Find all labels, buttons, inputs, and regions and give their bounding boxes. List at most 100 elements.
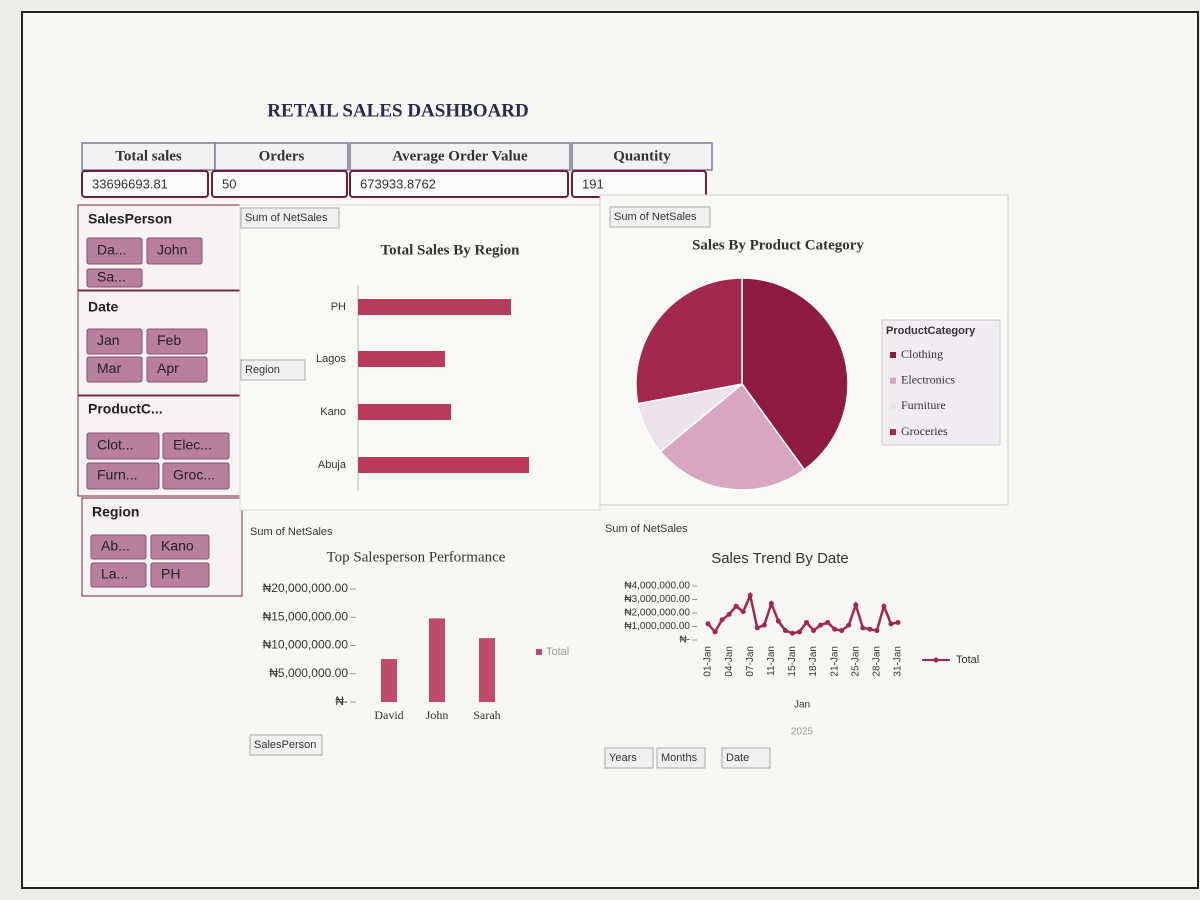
bar <box>358 457 529 473</box>
point-marker <box>895 619 901 625</box>
field-button[interactable] <box>240 359 306 381</box>
y-tick-label: ₦20,000,000.00 <box>263 581 349 595</box>
slicer-item[interactable]: Ab... <box>101 538 130 554</box>
point-marker <box>818 622 824 628</box>
y-tick-label: ₦1,000,000.00 <box>624 621 690 632</box>
y-tick-label: Abuja <box>318 459 347 471</box>
y-tick-label: ₦- <box>679 635 690 646</box>
slicer-item[interactable]: Clot... <box>97 437 134 453</box>
field-button[interactable] <box>240 207 340 229</box>
slicer-button[interactable] <box>146 237 203 265</box>
point-marker <box>867 626 873 632</box>
x-tick-label: David <box>374 708 403 722</box>
field-button-label[interactable]: Sum of NetSales <box>614 211 697 223</box>
field-button[interactable] <box>249 734 323 756</box>
slicer-item[interactable]: Furn... <box>97 467 137 483</box>
slicer-item[interactable]: La... <box>101 566 128 582</box>
slicer-button[interactable] <box>86 268 143 288</box>
chart-title: Sales Trend By Date <box>711 550 849 567</box>
y-tick-label: ₦5,000,000.00 <box>269 666 348 680</box>
kpi-label: Total sales <box>115 148 182 164</box>
slicer-title: Region <box>92 504 139 520</box>
field-label: Sum of NetSales <box>250 526 333 538</box>
field-button-label[interactable]: Region <box>245 364 280 376</box>
x-tick-label: 31-Jan <box>893 646 904 677</box>
point-marker <box>860 625 866 631</box>
slicer-button[interactable] <box>150 534 210 560</box>
x-tick-label: 01-Jan <box>703 646 714 677</box>
point-marker <box>811 628 817 634</box>
field-button[interactable] <box>656 747 706 769</box>
slicer-item[interactable]: Mar <box>97 360 121 376</box>
point-marker <box>775 618 781 624</box>
kpi-value-box <box>211 170 348 198</box>
slicer-item[interactable]: PH <box>161 566 180 582</box>
field-button[interactable] <box>609 206 711 228</box>
x-tick-label: 15-Jan <box>787 646 798 677</box>
chart-title: Sales By Product Category <box>692 237 864 253</box>
field-label: Sum of NetSales <box>605 523 688 535</box>
point-marker <box>705 621 711 627</box>
field-button-label[interactable]: Sum of NetSales <box>245 212 328 224</box>
slicer-button[interactable] <box>86 356 143 383</box>
bar <box>479 638 495 702</box>
x-tick-label: 07-Jan <box>745 646 756 677</box>
field-button-label[interactable]: Date <box>726 752 749 764</box>
slicer-item[interactable]: Groc... <box>173 467 215 483</box>
kpi-label: Orders <box>259 148 305 164</box>
legend-label: Total <box>956 654 979 666</box>
field-button-label[interactable]: SalesPerson <box>254 739 316 751</box>
x-tick-label: Sarah <box>473 708 500 722</box>
slicer-button[interactable] <box>146 328 208 355</box>
slicer-button[interactable] <box>86 462 160 490</box>
slicer-button[interactable] <box>86 432 160 460</box>
point-marker <box>747 592 753 598</box>
slicer-button[interactable] <box>86 237 143 265</box>
field-button-label[interactable]: Months <box>661 752 698 764</box>
slicer-title: ProductC... <box>88 401 163 417</box>
kpi-label: Quantity <box>613 148 671 164</box>
slicer-item[interactable]: Elec... <box>173 437 212 453</box>
field-button[interactable] <box>604 747 654 769</box>
chart-title: Total Sales By Region <box>380 242 520 258</box>
kpi-value-box <box>349 170 569 198</box>
point-marker <box>832 626 838 632</box>
slicer-button[interactable] <box>162 432 230 460</box>
slicer-item[interactable]: Sa... <box>97 269 126 285</box>
point-marker <box>804 619 810 625</box>
point-marker <box>874 628 880 634</box>
slicer-button[interactable] <box>146 356 208 383</box>
bar <box>429 618 445 702</box>
point-marker <box>768 601 774 607</box>
bar <box>358 299 511 315</box>
legend-box <box>881 319 1001 446</box>
slicer-item[interactable]: Jan <box>97 332 120 348</box>
slicer-button[interactable] <box>90 534 147 560</box>
kpi-value: 673933.8762 <box>360 176 436 191</box>
slicer-item[interactable]: Kano <box>161 538 194 554</box>
slicer-button[interactable] <box>150 562 210 588</box>
slicer-button[interactable] <box>90 562 147 588</box>
legend-swatch <box>890 377 896 384</box>
kpi-label: Average Order Value <box>392 148 528 164</box>
bar <box>358 351 445 367</box>
x-tick-label: 18-Jan <box>808 646 819 677</box>
point-marker <box>881 603 887 609</box>
point-marker <box>761 622 767 628</box>
y-tick-label: ₦10,000,000.00 <box>263 638 349 652</box>
slicer-item[interactable]: Da... <box>97 242 127 258</box>
point-marker <box>719 617 725 623</box>
slicer-item[interactable]: Feb <box>157 332 181 348</box>
x-tick-label: 21-Jan <box>829 646 840 677</box>
field-button[interactable] <box>721 747 771 769</box>
bar <box>381 659 397 702</box>
slicer-item[interactable]: John <box>157 242 187 258</box>
slicer-button[interactable] <box>86 328 143 355</box>
field-button-label[interactable]: Years <box>609 752 637 764</box>
point-marker <box>754 625 760 631</box>
dashboard-title: RETAIL SALES DASHBOARD <box>267 100 529 121</box>
slicer-button[interactable] <box>162 462 230 490</box>
point-marker <box>825 619 831 625</box>
slicer-item[interactable]: Apr <box>157 360 179 376</box>
